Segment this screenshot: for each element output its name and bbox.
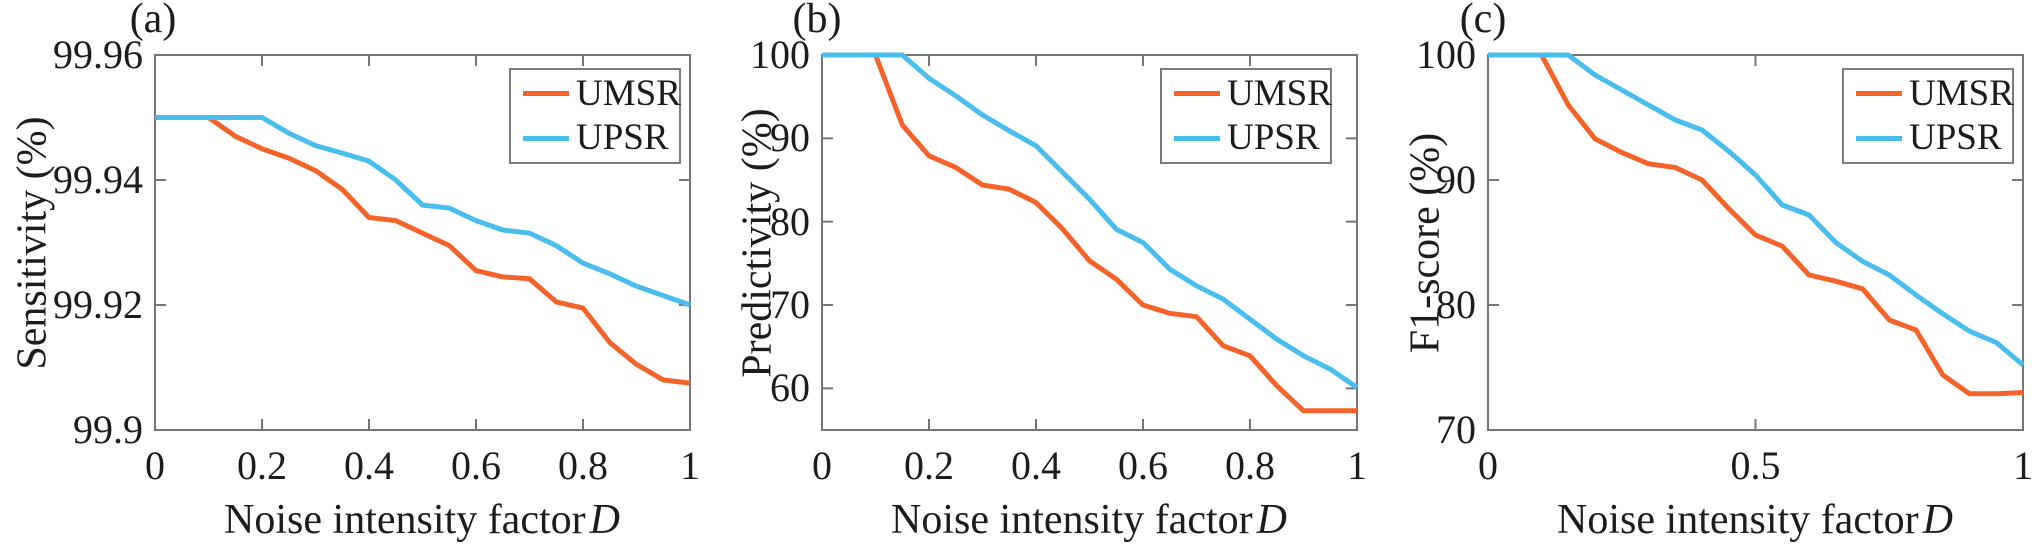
upsr-line-swatch [1856,135,1902,141]
x-axis-label-a: Noise intensity factorD [224,497,620,543]
x-tick-label-a: 0 [145,443,165,488]
legend-item-upsr: UPSR [1844,117,2012,159]
upsr-line-swatch [1174,135,1220,141]
x-tick-label-c: 0 [1478,443,1498,488]
legend-label-upsr: UPSR [1227,117,1320,159]
upsr-curve-a [155,115,691,308]
x-tick-label-a: 0.2 [237,443,287,488]
x-tick-label-a: 0.6 [451,443,501,488]
x-tick-label-a: 0.4 [344,443,394,488]
umsr-line-swatch [1856,91,1902,97]
axis-box-b [821,54,1358,431]
y-tick-label-b: 70 [770,282,810,327]
x-tick-label-b: 0.4 [1011,443,1061,488]
y-tick-label-b: 100 [750,32,810,77]
y-axis-label-a: Sensitivity (%) [9,116,56,370]
y-tick-label-c: 70 [1436,407,1476,452]
y-tick-label-a: 99.9 [73,407,143,452]
x-tick-label-b: 1 [1347,443,1367,488]
y-tick-label-c: 100 [1416,32,1476,77]
y-tick-label-b: 90 [770,115,810,161]
legend-item-umsr: UMSR [1162,72,1332,115]
x-tick-label-c: 0.5 [1730,443,1781,488]
panel-label-b: (b) [792,0,842,42]
upsr-curve-b [822,52,1359,390]
umsr-curve-c [1488,52,2024,397]
legend-label-umsr: UMSR [1909,72,2014,114]
x-tick-label-b: 0.8 [1225,443,1275,488]
legend-c: UMSR UPSR [1842,68,2014,164]
legend-b: UMSR UPSR [1160,68,1332,164]
y-tick-label-c: 90 [1436,157,1476,202]
umsr-line-swatch [523,91,569,97]
panel-label-c: (c) [1459,0,1507,42]
legend-label-umsr: UMSR [576,72,681,114]
x-tick-label-c: 1 [2013,443,2033,488]
legend-label-umsr: UMSR [1227,72,1332,114]
x-axis-label-variable-b: D [1256,497,1287,543]
x-tick-label-b: 0 [812,443,832,488]
legend-item-upsr: UPSR [511,117,679,159]
panel-label-a: (a) [129,0,177,42]
umsr-curve-b [822,52,1357,414]
umsr-line-swatch [1174,91,1220,97]
x-tick-label-a: 1 [680,443,700,488]
y-tick-label-b: 60 [770,365,810,411]
y-tick-label-a: 99.92 [53,282,143,327]
x-tick-label-b: 0.2 [904,443,954,488]
y-tick-label-a: 99.94 [53,157,143,202]
legend-label-upsr: UPSR [1909,117,2002,159]
x-tick-label-a: 0.8 [558,443,608,488]
y-axis-label-c: F1-score (%) [1402,132,1449,354]
legend-item-umsr: UMSR [511,72,681,115]
umsr-curve-a [155,115,691,386]
upsr-curve-c [1488,52,2025,367]
y-tick-label-a: 99.96 [53,32,143,77]
x-axis-label-variable-a: D [589,497,620,543]
upsr-line-swatch [523,135,569,141]
y-tick-label-c: 80 [1436,282,1476,327]
x-axis-label-text-b: Noise intensity factor [891,497,1253,543]
legend-a: UMSR UPSR [509,68,681,164]
x-axis-label-variable-c: D [1922,497,1953,543]
x-tick-label-b: 0.6 [1118,443,1168,488]
legend-item-upsr: UPSR [1162,117,1330,159]
x-axis-label-c: Noise intensity factorD [1557,497,1953,543]
x-axis-label-text-a: Noise intensity factor [224,497,586,543]
x-axis-label-text-c: Noise intensity factor [1557,497,1919,543]
y-tick-label-b: 80 [770,198,810,244]
legend-label-upsr: UPSR [576,117,669,159]
legend-item-umsr: UMSR [1844,72,2014,115]
x-axis-label-b: Noise intensity factorD [891,497,1287,543]
axis-box-a [154,54,691,431]
